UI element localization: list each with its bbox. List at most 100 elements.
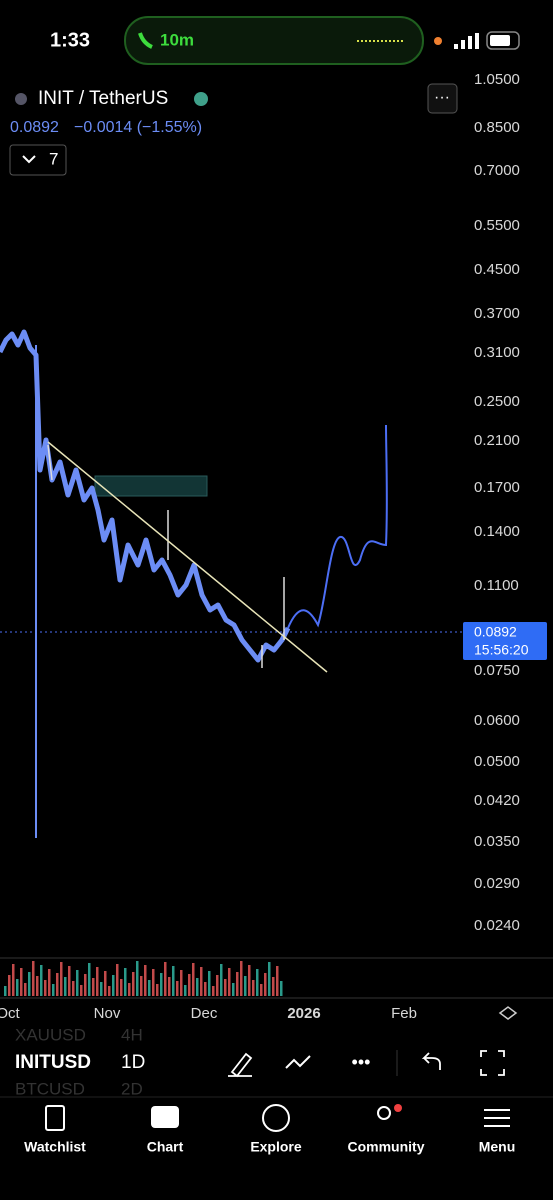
- volume-bar: [128, 983, 131, 996]
- tab-label[interactable]: Chart: [147, 1139, 184, 1155]
- volume-bar: [100, 982, 103, 996]
- volume-bar: [24, 983, 27, 996]
- volume-bar: [112, 975, 115, 996]
- volume-bar: [172, 966, 175, 996]
- next-interval: 2D: [121, 1079, 143, 1098]
- prev-interval: 4H: [121, 1025, 143, 1044]
- fullscreen[interactable]: [480, 1050, 505, 1076]
- volume-bar: [76, 970, 79, 996]
- volume-bar: [256, 969, 259, 996]
- volume-bar: [92, 978, 95, 996]
- coin-icon: [15, 93, 27, 105]
- price-label: 1.0500: [474, 71, 520, 88]
- volume-bar: [4, 986, 7, 996]
- volume-bar: [208, 971, 211, 996]
- volume-bar: [36, 976, 39, 996]
- price-tag-countdown: 15:56:20: [474, 642, 529, 658]
- tab-label[interactable]: Menu: [479, 1139, 516, 1155]
- price-change: −0.0014 (−1.55%): [74, 119, 202, 136]
- volume-bar: [96, 967, 99, 996]
- tab-label[interactable]: Watchlist: [24, 1139, 86, 1155]
- price-label: 0.0240: [474, 917, 520, 934]
- interval-picker[interactable]: 1D: [121, 1052, 145, 1073]
- symbol-picker[interactable]: INITUSD: [15, 1052, 91, 1073]
- volume-bar: [52, 984, 55, 996]
- volume-bar: [252, 980, 255, 996]
- volume-bar: [184, 985, 187, 996]
- volume-bar: [132, 972, 135, 996]
- volume-bar: [212, 986, 215, 996]
- settings-icon[interactable]: [498, 1006, 518, 1020]
- price-label: 0.7000: [474, 162, 520, 179]
- volume-bar: [140, 976, 143, 996]
- price-label: 0.0350: [474, 833, 520, 850]
- volume-bar: [116, 964, 119, 996]
- volume-bar: [240, 961, 243, 996]
- volume-bar: [176, 981, 179, 996]
- volume-bar: [16, 979, 19, 996]
- prev-symbol: XAUUSD: [15, 1025, 86, 1044]
- volume-bar: [272, 977, 275, 996]
- volume-bar: [144, 965, 147, 996]
- volume-bar: [124, 968, 127, 996]
- price-label: 0.1700: [474, 479, 520, 496]
- phone-icon: [138, 32, 153, 49]
- volume-bar: [232, 983, 235, 996]
- volume-bar: [156, 984, 159, 996]
- volume-bar: [28, 972, 31, 996]
- draw-tool[interactable]: [228, 1052, 253, 1078]
- call-pill[interactable]: [124, 16, 424, 65]
- price-tag: [463, 622, 547, 660]
- indicator-count: 7: [49, 149, 58, 168]
- tab-label[interactable]: Explore: [250, 1139, 302, 1155]
- volume-bar: [280, 981, 283, 996]
- volume-bar: [80, 985, 83, 996]
- volume-bar: [44, 980, 47, 996]
- volume-bar: [248, 965, 251, 996]
- candles: [0, 329, 291, 663]
- price-label: 0.1100: [474, 577, 519, 594]
- tab-label[interactable]: Community: [348, 1139, 425, 1155]
- price-label: 0.0290: [474, 875, 520, 892]
- volume-bar: [196, 978, 199, 996]
- price-label: 0.5500: [474, 217, 520, 234]
- volume-bar: [264, 973, 267, 996]
- more-tools[interactable]: •••: [352, 1052, 371, 1072]
- time-label: 2026: [287, 1005, 320, 1022]
- chart-icon: [151, 1106, 179, 1128]
- price-label: 0.2100: [474, 432, 520, 449]
- dot: [434, 37, 442, 45]
- clock: 1:33: [50, 29, 90, 51]
- volume-bar: [276, 966, 279, 996]
- volume-bar: [84, 974, 87, 996]
- volume-bar: [224, 979, 227, 996]
- indicator-toggle[interactable]: [9, 144, 67, 176]
- volume-bar: [108, 986, 111, 996]
- volume-bar: [60, 962, 63, 996]
- volume-bar: [48, 969, 51, 996]
- time-label: Oct: [0, 1005, 20, 1022]
- time-label: Feb: [391, 1005, 417, 1022]
- volume-bar: [200, 967, 203, 996]
- volume-bar: [216, 975, 219, 996]
- volume-bar: [40, 965, 43, 996]
- volume-bar: [204, 982, 207, 996]
- watchlist-icon: [45, 1105, 65, 1131]
- call-duration: 10m: [160, 30, 194, 49]
- more-button[interactable]: [427, 83, 458, 114]
- last-price: 0.0892: [10, 119, 59, 136]
- undo[interactable]: [421, 1052, 441, 1070]
- price-label: 0.0500: [474, 753, 520, 770]
- market-status: [194, 92, 208, 106]
- price-label: 0.0600: [474, 712, 520, 729]
- price-label: 0.0420: [474, 792, 520, 809]
- trend-tool[interactable]: [285, 1055, 311, 1069]
- volume-bar: [220, 964, 223, 996]
- community-icon: [377, 1106, 391, 1120]
- price-label: 0.3700: [474, 305, 520, 322]
- volume-bar: [180, 970, 183, 996]
- volume-bar: [64, 977, 67, 996]
- volume-bar: [228, 968, 231, 996]
